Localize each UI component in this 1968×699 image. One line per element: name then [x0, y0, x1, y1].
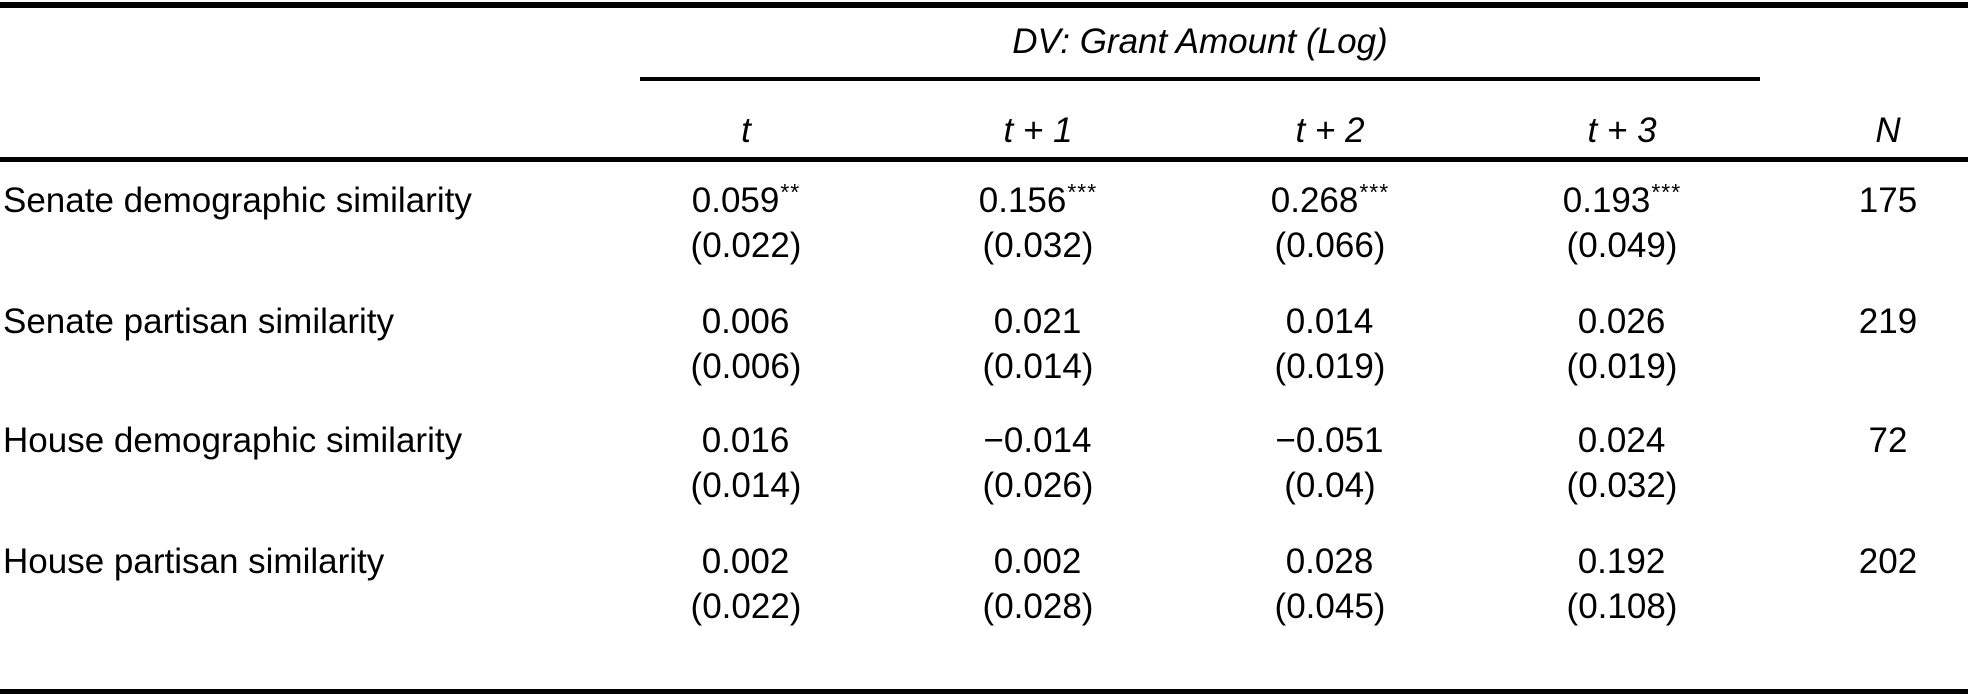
significance-stars: ** — [780, 179, 801, 205]
col-header-t: t — [741, 111, 751, 150]
coefficient-line: 0.002 — [600, 541, 892, 586]
coefficient-value: 0.028 — [1285, 542, 1374, 581]
standard-error: (0.022) — [690, 587, 802, 626]
coef-cell: −0.014 (0.026) — [892, 420, 1184, 507]
standard-error: (0.014) — [690, 466, 802, 505]
coefficient-line: −0.014 — [892, 420, 1184, 465]
table-row-senate-partisan: Senate partisan similarity 0.006 (0.006)… — [0, 301, 1968, 388]
coefficient-value: 0.006 — [701, 302, 790, 341]
standard-error: (0.019) — [1274, 347, 1386, 386]
standard-error: (0.045) — [1274, 587, 1386, 626]
header-spacer — [0, 109, 600, 153]
top-rule — [0, 2, 1968, 8]
coefficient-value: 0.024 — [1577, 421, 1666, 460]
standard-error: (0.066) — [1274, 226, 1386, 265]
spanner-rule — [640, 77, 1760, 81]
coefficient-line: 0.026 — [1476, 301, 1768, 346]
standard-error: (0.028) — [982, 587, 1094, 626]
coefficient-value: 0.059 — [691, 181, 780, 220]
coef-cell: 0.006 (0.006) — [600, 301, 892, 388]
standard-error: (0.026) — [982, 466, 1094, 505]
coefficient-line: −0.051 — [1184, 420, 1476, 465]
coef-cell: 0.024 (0.032) — [1476, 420, 1768, 507]
coefficient-value: 0.026 — [1577, 302, 1666, 341]
coef-cell: 0.268*** (0.066) — [1184, 179, 1476, 267]
header-rule — [0, 157, 1968, 162]
n-value: 72 — [1868, 421, 1908, 460]
coefficient-value: 0.192 — [1577, 542, 1666, 581]
coefficient-line: 0.016 — [600, 420, 892, 465]
coefficient-line: 0.059** — [600, 179, 892, 225]
coefficient-value: 0.002 — [993, 542, 1082, 581]
standard-error: (0.049) — [1566, 226, 1678, 265]
standard-error: (0.04) — [1284, 466, 1376, 505]
col-header-t3: t + 3 — [1587, 111, 1657, 150]
n-value: 175 — [1858, 181, 1918, 220]
coef-cell: 0.193*** (0.049) — [1476, 179, 1768, 267]
coefficient-value: −0.051 — [1275, 421, 1384, 460]
coefficient-line: 0.192 — [1476, 541, 1768, 586]
standard-error: (0.006) — [690, 347, 802, 386]
coefficient-value: 0.016 — [701, 421, 790, 460]
col-header-n: N — [1875, 111, 1901, 150]
col-header-t1: t + 1 — [1003, 111, 1073, 150]
coefficient-value: 0.156 — [978, 181, 1067, 220]
coefficient-value: 0.193 — [1562, 181, 1651, 220]
coefficient-line: 0.014 — [1184, 301, 1476, 346]
coef-cell: 0.002 (0.022) — [600, 541, 892, 628]
n-value: 202 — [1858, 542, 1918, 581]
row-label: House demographic similarity — [3, 421, 463, 460]
standard-error: (0.019) — [1566, 347, 1678, 386]
standard-error: (0.022) — [690, 226, 802, 265]
table-row-house-demographic: House demographic similarity 0.016 (0.01… — [0, 420, 1968, 507]
col-header-t2: t + 2 — [1295, 111, 1365, 150]
coefficient-value: 0.021 — [993, 302, 1082, 341]
coef-cell: 0.059** (0.022) — [600, 179, 892, 267]
coef-cell: 0.026 (0.019) — [1476, 301, 1768, 388]
n-value: 219 — [1858, 302, 1918, 341]
significance-stars: *** — [1651, 179, 1682, 205]
coef-cell: 0.016 (0.014) — [600, 420, 892, 507]
row-label: Senate demographic similarity — [3, 181, 472, 220]
row-label: House partisan similarity — [3, 542, 385, 581]
coef-cell: −0.051 (0.04) — [1184, 420, 1476, 507]
dv-spanner-title: DV: Grant Amount (Log) — [1012, 22, 1388, 61]
coefficient-value: 0.014 — [1285, 302, 1374, 341]
bottom-rule — [0, 689, 1968, 694]
significance-stars: *** — [1067, 179, 1098, 205]
coef-cell: 0.014 (0.019) — [1184, 301, 1476, 388]
coefficient-value: 0.268 — [1270, 181, 1359, 220]
table-row-house-partisan: House partisan similarity 0.002 (0.022) … — [0, 541, 1968, 628]
row-label: Senate partisan similarity — [3, 302, 394, 341]
standard-error: (0.032) — [982, 226, 1094, 265]
coefficient-line: 0.002 — [892, 541, 1184, 586]
coefficient-value: −0.014 — [983, 421, 1092, 460]
significance-stars: *** — [1359, 179, 1390, 205]
coefficient-line: 0.268*** — [1184, 179, 1476, 225]
coefficient-value: 0.002 — [701, 542, 790, 581]
standard-error: (0.108) — [1566, 587, 1678, 626]
coefficient-line: 0.156*** — [892, 179, 1184, 225]
coefficient-line: 0.193*** — [1476, 179, 1768, 225]
coef-cell: 0.156*** (0.032) — [892, 179, 1184, 267]
coef-cell: 0.002 (0.028) — [892, 541, 1184, 628]
coef-cell: 0.021 (0.014) — [892, 301, 1184, 388]
standard-error: (0.032) — [1566, 466, 1678, 505]
coefficient-line: 0.006 — [600, 301, 892, 346]
coefficient-line: 0.028 — [1184, 541, 1476, 586]
standard-error: (0.014) — [982, 347, 1094, 386]
coef-cell: 0.028 (0.045) — [1184, 541, 1476, 628]
coefficient-line: 0.021 — [892, 301, 1184, 346]
column-header-row: t t + 1 t + 2 t + 3 N — [0, 109, 1968, 153]
table-row-senate-demographic: Senate demographic similarity 0.059** (0… — [0, 179, 1968, 267]
coefficient-line: 0.024 — [1476, 420, 1768, 465]
coef-cell: 0.192 (0.108) — [1476, 541, 1768, 628]
